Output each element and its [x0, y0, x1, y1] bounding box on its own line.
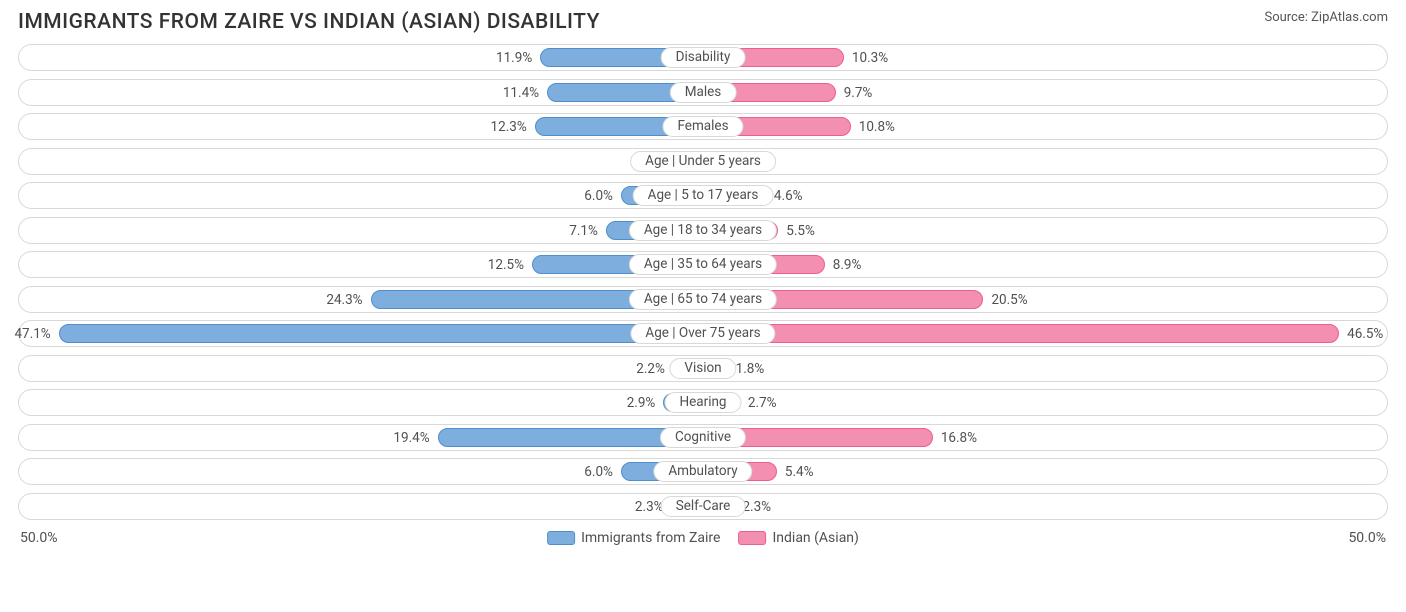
- category-pill: Age | 18 to 34 years: [629, 220, 777, 241]
- bar-left: [59, 324, 703, 343]
- bar-right: [703, 324, 1339, 343]
- legend: Immigrants from Zaire Indian (Asian): [547, 530, 859, 546]
- value-label-right: 1.8%: [736, 356, 765, 383]
- value-label-right: 9.7%: [844, 80, 873, 107]
- value-label-left: 24.3%: [326, 287, 362, 314]
- category-pill: Ambulatory: [653, 461, 752, 482]
- bar-row: 19.4% 16.8% Cognitive: [18, 424, 1388, 451]
- value-label-left: 7.1%: [569, 218, 598, 245]
- value-label-right: 10.3%: [852, 45, 888, 72]
- source-attribution: Source: ZipAtlas.com: [1264, 10, 1388, 25]
- category-pill: Disability: [661, 47, 746, 68]
- value-label-right: 5.4%: [785, 459, 814, 486]
- value-label-right: 10.8%: [859, 114, 895, 141]
- value-label-right: 2.7%: [748, 390, 777, 417]
- axis-max-left: 50.0%: [20, 530, 58, 546]
- value-label-right: 46.5%: [1347, 321, 1383, 348]
- category-pill: Hearing: [664, 392, 741, 413]
- category-pill: Males: [670, 82, 737, 103]
- value-label-left: 12.3%: [491, 114, 527, 141]
- category-pill: Vision: [669, 358, 736, 379]
- value-label-left: 47.1%: [14, 321, 50, 348]
- value-label-right: 5.5%: [786, 218, 815, 245]
- legend-label-right: Indian (Asian): [772, 530, 858, 546]
- value-label-left: 6.0%: [584, 183, 613, 210]
- category-pill: Cognitive: [660, 427, 746, 448]
- value-label-left: 6.0%: [584, 459, 613, 486]
- value-label-right: 8.9%: [833, 252, 862, 279]
- bar-row: 2.2% 1.8%Vision: [18, 355, 1388, 382]
- category-pill: Age | Over 75 years: [630, 323, 775, 344]
- value-label-left: 2.9%: [627, 390, 656, 417]
- diverging-bar-chart: 11.9%10.3%Disability11.4%9.7%Males12.3%1…: [0, 40, 1406, 520]
- value-label-left: 11.4%: [503, 80, 539, 107]
- legend-item-right: Indian (Asian): [738, 530, 858, 546]
- legend-label-left: Immigrants from Zaire: [581, 530, 720, 546]
- value-label-left: 2.3%: [635, 494, 664, 521]
- category-pill: Age | 35 to 64 years: [629, 254, 777, 275]
- category-pill: Females: [662, 116, 743, 137]
- bar-row: 47.1%46.5%Age | Over 75 years: [18, 320, 1388, 347]
- axis-max-right: 50.0%: [1348, 530, 1386, 546]
- value-label-right: 2.3%: [742, 494, 771, 521]
- bar-row: 2.3% 2.3%Self-Care: [18, 493, 1388, 520]
- value-label-right: 16.8%: [941, 425, 977, 452]
- legend-swatch-right: [738, 531, 766, 545]
- bar-row: 11.4% 9.7% Males: [18, 79, 1388, 106]
- bar-row: 24.3% 20.5% Age | 65 to 74 years: [18, 286, 1388, 313]
- bar-row: 12.5% 8.9% Age | 35 to 64 years: [18, 251, 1388, 278]
- value-label-left: 11.9%: [496, 45, 532, 72]
- category-pill: Age | Under 5 years: [630, 151, 776, 172]
- bar-row: 7.1% 5.5% Age | 18 to 34 years: [18, 217, 1388, 244]
- chart-title: IMMIGRANTS FROM ZAIRE VS INDIAN (ASIAN) …: [18, 10, 600, 34]
- category-pill: Age | 5 to 17 years: [633, 185, 774, 206]
- category-pill: Age | 65 to 74 years: [629, 289, 777, 310]
- bar-row: 1.1%1.0%Age | Under 5 years: [18, 148, 1388, 175]
- bar-row: 2.9% 2.7% Hearing: [18, 389, 1388, 416]
- value-label-right: 4.6%: [774, 183, 803, 210]
- value-label-right: 20.5%: [991, 287, 1027, 314]
- value-label-left: 12.5%: [488, 252, 524, 279]
- bar-row: 12.3% 10.8% Females: [18, 113, 1388, 140]
- legend-item-left: Immigrants from Zaire: [547, 530, 720, 546]
- value-label-left: 2.2%: [636, 356, 665, 383]
- bar-row: 11.9% 10.3% Disability: [18, 44, 1388, 71]
- bar-row: 6.0% 5.4% Ambulatory: [18, 458, 1388, 485]
- category-pill: Self-Care: [661, 496, 746, 517]
- bar-row: 6.0% 4.6%Age | 5 to 17 years: [18, 182, 1388, 209]
- value-label-left: 19.4%: [393, 425, 429, 452]
- legend-swatch-left: [547, 531, 575, 545]
